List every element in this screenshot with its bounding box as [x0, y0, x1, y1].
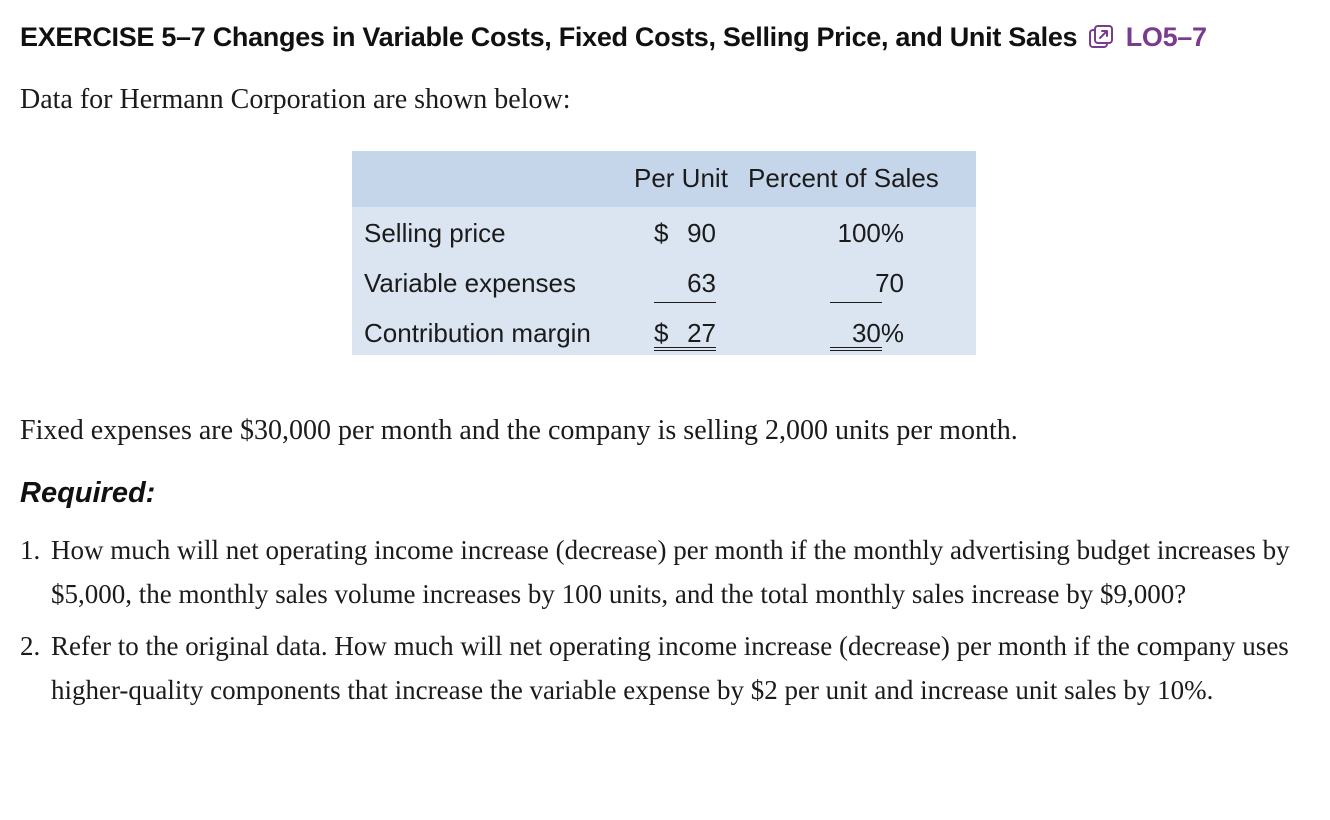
per-unit-value: $90 [644, 218, 716, 249]
question-text: How much will net operating income incre… [51, 535, 1290, 609]
cost-data-table: Per Unit Percent of Sales Selling price … [352, 151, 976, 355]
exercise-heading: EXERCISE 5–7 Changes in Variable Costs, … [20, 22, 1320, 53]
table-row-contribution-margin: Contribution margin $27 30% [352, 308, 976, 358]
total-double-rule-percent-top [830, 347, 882, 348]
table-header: Per Unit Percent of Sales [352, 151, 976, 207]
learning-objective-link[interactable]: LO5–7 [1125, 22, 1207, 52]
per-unit-value: 63 [644, 268, 716, 299]
subtotal-rule-unit [654, 302, 716, 303]
unit-amount: 63 [687, 268, 716, 298]
question-item-1: 1. How much will net operating income in… [20, 528, 1320, 616]
row-label: Selling price [364, 218, 506, 248]
required-heading: Required: [20, 477, 156, 509]
total-double-rule-unit-top [654, 347, 716, 348]
unit-amount: 27 [687, 318, 716, 348]
row-label: Contribution margin [364, 318, 591, 348]
total-double-rule-unit-bottom [654, 350, 716, 351]
exercise-title: Changes in Variable Costs, Fixed Costs, … [212, 22, 1078, 52]
question-list: 1. How much will net operating income in… [20, 528, 1320, 720]
question-text: Refer to the original data. How much wil… [51, 631, 1289, 705]
row-label: Variable expenses [364, 268, 576, 298]
percent-value: 70 [875, 268, 904, 298]
external-link-icon[interactable] [1088, 24, 1114, 50]
column-header-percent-of-sales: Percent of Sales [748, 163, 939, 193]
intro-text: Data for Hermann Corporation are shown b… [20, 84, 571, 115]
question-item-2: 2. Refer to the original data. How much … [20, 624, 1320, 712]
question-number: 2. [20, 631, 41, 661]
table-row-selling-price: Selling price $90 100% [352, 208, 976, 258]
currency-symbol: $ [654, 218, 669, 248]
percent-value: 30% [851, 318, 904, 348]
per-unit-value: $27 [644, 318, 716, 349]
question-number: 1. [20, 535, 41, 565]
subtotal-rule-percent [830, 302, 882, 303]
exercise-number: EXERCISE 5–7 [20, 22, 206, 52]
fixed-expenses-text: Fixed expenses are $30,000 per month and… [20, 415, 1018, 446]
column-header-per-unit: Per Unit [634, 163, 728, 193]
total-double-rule-percent-bottom [830, 350, 882, 351]
currency-symbol: $ [654, 318, 669, 348]
unit-amount: 90 [687, 218, 716, 248]
table-row-variable-expenses: Variable expenses 63 70 [352, 258, 976, 308]
percent-value: 100% [837, 218, 905, 248]
